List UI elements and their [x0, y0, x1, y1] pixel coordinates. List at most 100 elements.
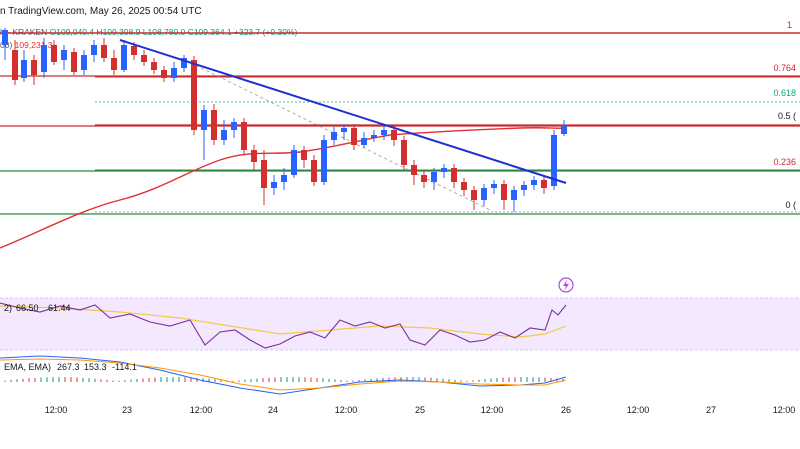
macd-hist-bar	[388, 377, 390, 382]
candle-body	[271, 182, 277, 188]
candle-body	[391, 130, 397, 140]
macd-hist-bar	[286, 377, 288, 382]
time-tick: 12:00	[773, 405, 796, 415]
candle-body	[2, 30, 8, 45]
candle-body	[371, 135, 377, 138]
candle-body	[431, 172, 437, 182]
macd-hist-bar	[520, 377, 522, 382]
macd-hist-bar	[136, 378, 138, 382]
macd-line	[0, 355, 567, 395]
macd-hist-bar	[544, 377, 546, 382]
macd-hist-bar	[478, 379, 480, 382]
candle-body	[471, 190, 477, 200]
macd-hist-bar	[382, 377, 384, 382]
candle-body	[41, 45, 47, 72]
macd-hist-bar	[370, 378, 372, 382]
candle-body	[231, 122, 237, 130]
macd-hist-bar	[502, 377, 504, 382]
macd-hist-bar	[112, 380, 114, 382]
lightning-icon[interactable]	[558, 277, 574, 293]
macd-hist-bar	[52, 377, 54, 382]
macd-hist-bar	[256, 378, 258, 382]
candle-body	[71, 52, 77, 72]
candle-body	[331, 132, 337, 140]
macd-hist-bar	[166, 377, 168, 382]
candle-body	[151, 62, 157, 70]
macd-hist-bar	[100, 379, 102, 382]
candle-body	[12, 50, 18, 80]
macd-hist-bar	[40, 377, 42, 382]
rsi-line	[0, 302, 567, 349]
macd-hist-bar	[274, 377, 276, 382]
candle-body	[521, 185, 527, 190]
macd-hist-bar	[268, 377, 270, 382]
macd-hist-bar	[448, 379, 450, 382]
fib-label-0618: 0.618	[773, 88, 796, 98]
macd-hist-bar	[430, 377, 432, 382]
macd-hist-bar	[316, 377, 318, 382]
time-axis[interactable]: 12:00 23 12:00 24 12:00 25 12:00 26 12:0…	[45, 405, 796, 415]
macd-hist-bar	[124, 380, 126, 382]
fib-label-05: 0.5 (	[778, 111, 796, 121]
macd-hist-bar	[184, 377, 186, 382]
candle-body	[351, 128, 357, 145]
candle-body	[401, 140, 407, 165]
candle-body	[481, 188, 487, 200]
macd-hist-bar	[424, 377, 426, 382]
time-tick: 12:00	[481, 405, 504, 415]
macd-hist-bar	[4, 380, 6, 382]
macd-hist-bar	[220, 379, 222, 382]
macd-hist-bar	[34, 377, 36, 382]
candle-body	[21, 60, 27, 78]
candle-body	[91, 45, 97, 55]
macd-hist-bar	[394, 377, 396, 382]
macd-hist-bar	[328, 378, 330, 382]
macd-hist-bar	[514, 377, 516, 382]
candle-body	[541, 180, 547, 188]
rsi-ma-line	[0, 305, 567, 338]
time-tick: 23	[122, 405, 132, 415]
fib-retracement[interactable]	[0, 32, 800, 213]
bearish-trendline[interactable]	[119, 39, 567, 184]
macd-hist-bar	[352, 380, 354, 382]
candlestick-series[interactable]	[2, 28, 567, 212]
macd-hist-bar	[160, 377, 162, 382]
macd-hist-bar	[508, 377, 510, 382]
macd-hist-bar	[46, 377, 48, 382]
change-value: +323.7 (+0.30%)	[234, 27, 298, 37]
macd-hist-bar	[22, 378, 24, 382]
macd-hist-bar	[334, 379, 336, 382]
macd-hist-bar	[250, 379, 252, 382]
fib-label-0236: 0.236	[773, 157, 796, 167]
candle-body	[291, 150, 297, 175]
candle-body	[561, 125, 567, 134]
candle-body	[261, 160, 267, 188]
candle-body	[321, 140, 327, 182]
signal-line	[0, 358, 567, 391]
candle-body	[341, 128, 347, 132]
macd-hist-bar	[106, 379, 108, 382]
candle-body	[421, 175, 427, 182]
macd-hist-bar	[538, 377, 540, 382]
candle-body	[451, 168, 457, 182]
time-tick: 12:00	[627, 405, 650, 415]
candle-body	[251, 150, 257, 162]
symbol-label[interactable]: h · KRAKEN	[0, 27, 48, 37]
macd-value-3: -114.1	[112, 362, 137, 372]
macd-hist-bar	[88, 378, 90, 382]
macd-hist-bar	[70, 377, 72, 382]
macd-histogram	[4, 377, 564, 382]
macd-value-1: 267.3	[57, 362, 80, 372]
candle-body	[441, 168, 447, 172]
candle-body	[301, 150, 307, 160]
fib-label-1: 1	[787, 20, 792, 30]
macd-hist-bar	[130, 379, 132, 382]
macd-hist-bar	[202, 378, 204, 382]
macd-hist-bar	[298, 377, 300, 382]
macd-hist-bar	[58, 377, 60, 382]
ohlc-legend: h · KRAKEN O109,040.4 H109,398.9 L108,78…	[0, 27, 297, 41]
macd-hist-bar	[490, 378, 492, 382]
time-tick: 25	[415, 405, 425, 415]
rsi-ma-value: 61.44	[48, 303, 71, 313]
